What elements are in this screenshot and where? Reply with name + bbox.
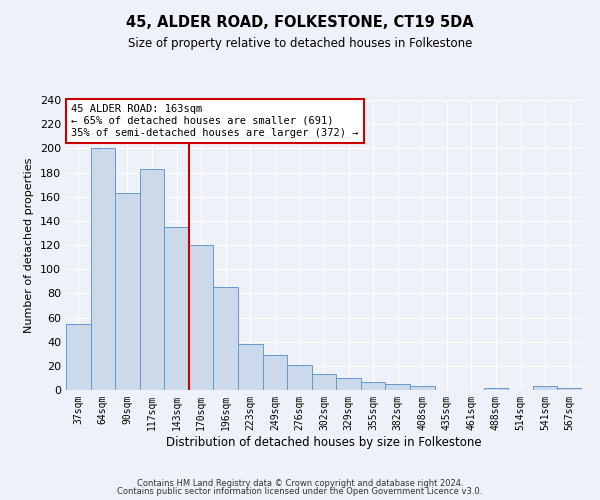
Bar <box>214 288 238 390</box>
Bar <box>557 388 582 390</box>
Bar <box>385 384 410 390</box>
Y-axis label: Number of detached properties: Number of detached properties <box>25 158 34 332</box>
Text: Contains public sector information licensed under the Open Government Licence v3: Contains public sector information licen… <box>118 487 482 496</box>
Bar <box>361 382 385 390</box>
Bar <box>533 386 557 390</box>
Text: Size of property relative to detached houses in Folkestone: Size of property relative to detached ho… <box>128 38 472 51</box>
Bar <box>91 148 115 390</box>
Bar <box>238 344 263 390</box>
Text: 45, ALDER ROAD, FOLKESTONE, CT19 5DA: 45, ALDER ROAD, FOLKESTONE, CT19 5DA <box>126 15 474 30</box>
X-axis label: Distribution of detached houses by size in Folkestone: Distribution of detached houses by size … <box>166 436 482 448</box>
Bar <box>189 245 214 390</box>
Bar <box>164 227 189 390</box>
Text: Contains HM Land Registry data © Crown copyright and database right 2024.: Contains HM Land Registry data © Crown c… <box>137 478 463 488</box>
Bar <box>410 386 434 390</box>
Bar <box>115 193 140 390</box>
Bar <box>336 378 361 390</box>
Bar <box>312 374 336 390</box>
Bar <box>140 169 164 390</box>
Bar <box>287 364 312 390</box>
Text: 45 ALDER ROAD: 163sqm
← 65% of detached houses are smaller (691)
35% of semi-det: 45 ALDER ROAD: 163sqm ← 65% of detached … <box>71 104 359 138</box>
Bar <box>66 324 91 390</box>
Bar <box>263 355 287 390</box>
Bar <box>484 388 508 390</box>
